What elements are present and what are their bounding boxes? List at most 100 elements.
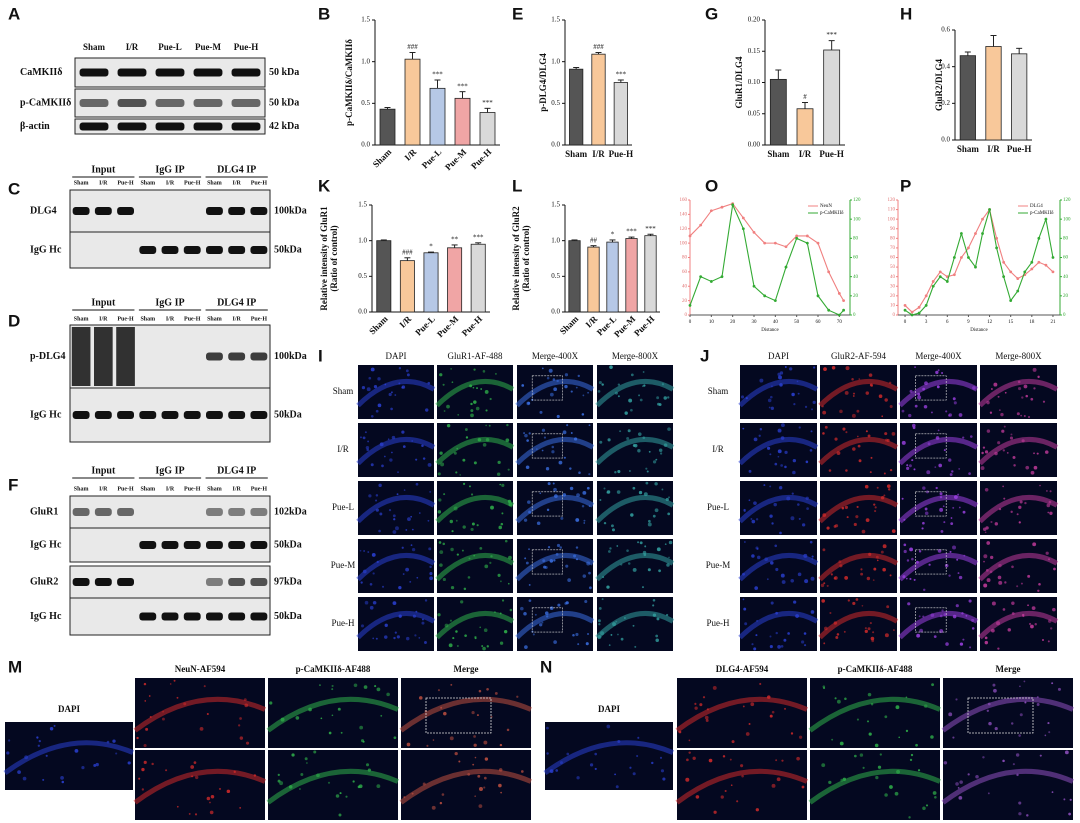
- panel-label: N: [540, 657, 552, 676]
- series-point: [1037, 260, 1041, 264]
- cell: [736, 800, 739, 803]
- cell: [1031, 606, 1036, 611]
- cell: [459, 474, 462, 476]
- column-label: p-CaMKIIδ-AF488: [296, 664, 371, 674]
- row-label: Pue-H: [707, 618, 730, 628]
- cell: [935, 436, 940, 440]
- cell: [856, 718, 859, 721]
- cell: [993, 382, 998, 387]
- cell: [455, 519, 458, 522]
- cell: [597, 390, 601, 393]
- lane-label: Sham: [207, 316, 222, 322]
- cell: [1051, 682, 1054, 685]
- cell: [45, 754, 48, 757]
- cell: [1048, 500, 1052, 504]
- cell: [375, 409, 379, 413]
- cell: [730, 784, 733, 787]
- micrograph: [810, 750, 940, 820]
- cell: [668, 540, 673, 545]
- cell: [769, 453, 772, 456]
- cell: [667, 512, 671, 516]
- series-point: [720, 275, 724, 279]
- protein-label: IgG Hc: [30, 409, 62, 420]
- cell: [295, 716, 300, 720]
- cell: [841, 506, 845, 510]
- series-point: [842, 299, 845, 303]
- cell: [608, 644, 611, 646]
- cell: [573, 554, 577, 558]
- cell: [893, 629, 895, 631]
- cell: [824, 425, 828, 429]
- cell: [480, 388, 483, 390]
- cell: [743, 508, 746, 512]
- lane-label: Pue-H: [184, 316, 201, 322]
- cell: [421, 618, 424, 621]
- cell: [876, 486, 879, 489]
- cell: [470, 409, 474, 413]
- cell: [997, 575, 1002, 580]
- zoom-box: [915, 549, 947, 575]
- cell: [377, 377, 381, 381]
- cell: [394, 631, 397, 634]
- column-label: DAPI: [385, 351, 406, 361]
- cell: [319, 684, 321, 686]
- cell: [961, 612, 964, 615]
- cell: [470, 493, 474, 496]
- lane-label: Pue-H: [117, 316, 134, 322]
- y-tick-label: 0.4: [941, 62, 950, 70]
- cell: [867, 627, 871, 631]
- legend-label: p-CaMKIIδ: [1030, 211, 1054, 216]
- cell: [291, 753, 295, 757]
- cell: [842, 427, 846, 431]
- x-tick-label: 15: [1008, 320, 1014, 325]
- series-point: [959, 232, 963, 235]
- cell: [984, 531, 987, 534]
- cell: [1051, 791, 1054, 794]
- cell: [373, 385, 378, 389]
- y-tick-label: 1.0: [551, 57, 560, 65]
- cell: [1044, 450, 1049, 454]
- cell: [394, 394, 397, 396]
- cell: [667, 427, 671, 431]
- cell: [368, 376, 372, 380]
- cell: [859, 753, 864, 757]
- cell: [639, 541, 643, 545]
- band: [79, 68, 109, 77]
- cell: [280, 717, 285, 722]
- cell: [866, 720, 870, 723]
- cell: [642, 550, 647, 555]
- series-point: [938, 270, 942, 274]
- cell: [769, 635, 772, 638]
- cell: [925, 804, 929, 807]
- cell: [1030, 397, 1034, 401]
- cell: [852, 392, 856, 395]
- cell: [443, 711, 447, 716]
- band: [155, 99, 185, 107]
- cell: [206, 796, 211, 801]
- cell: [1025, 465, 1030, 470]
- cell: [692, 756, 696, 760]
- cell: [575, 546, 579, 549]
- cell: [958, 795, 963, 800]
- cell: [42, 778, 45, 781]
- panel-label: H: [900, 4, 912, 23]
- cell: [753, 647, 757, 651]
- band: [250, 207, 268, 215]
- cell: [643, 492, 648, 497]
- cell: [611, 528, 615, 532]
- cell: [1026, 814, 1029, 817]
- cell: [393, 636, 396, 640]
- tissue-band: [515, 379, 595, 408]
- cell: [839, 741, 844, 746]
- cell: [508, 555, 512, 560]
- cell: [821, 763, 826, 768]
- significance: ###: [593, 43, 604, 51]
- cell: [796, 380, 799, 383]
- cell: [483, 628, 488, 633]
- cell: [620, 563, 623, 566]
- cell: [193, 761, 197, 764]
- cell: [917, 392, 921, 396]
- cell: [449, 519, 454, 524]
- cell: [801, 640, 805, 644]
- cell: [949, 550, 952, 553]
